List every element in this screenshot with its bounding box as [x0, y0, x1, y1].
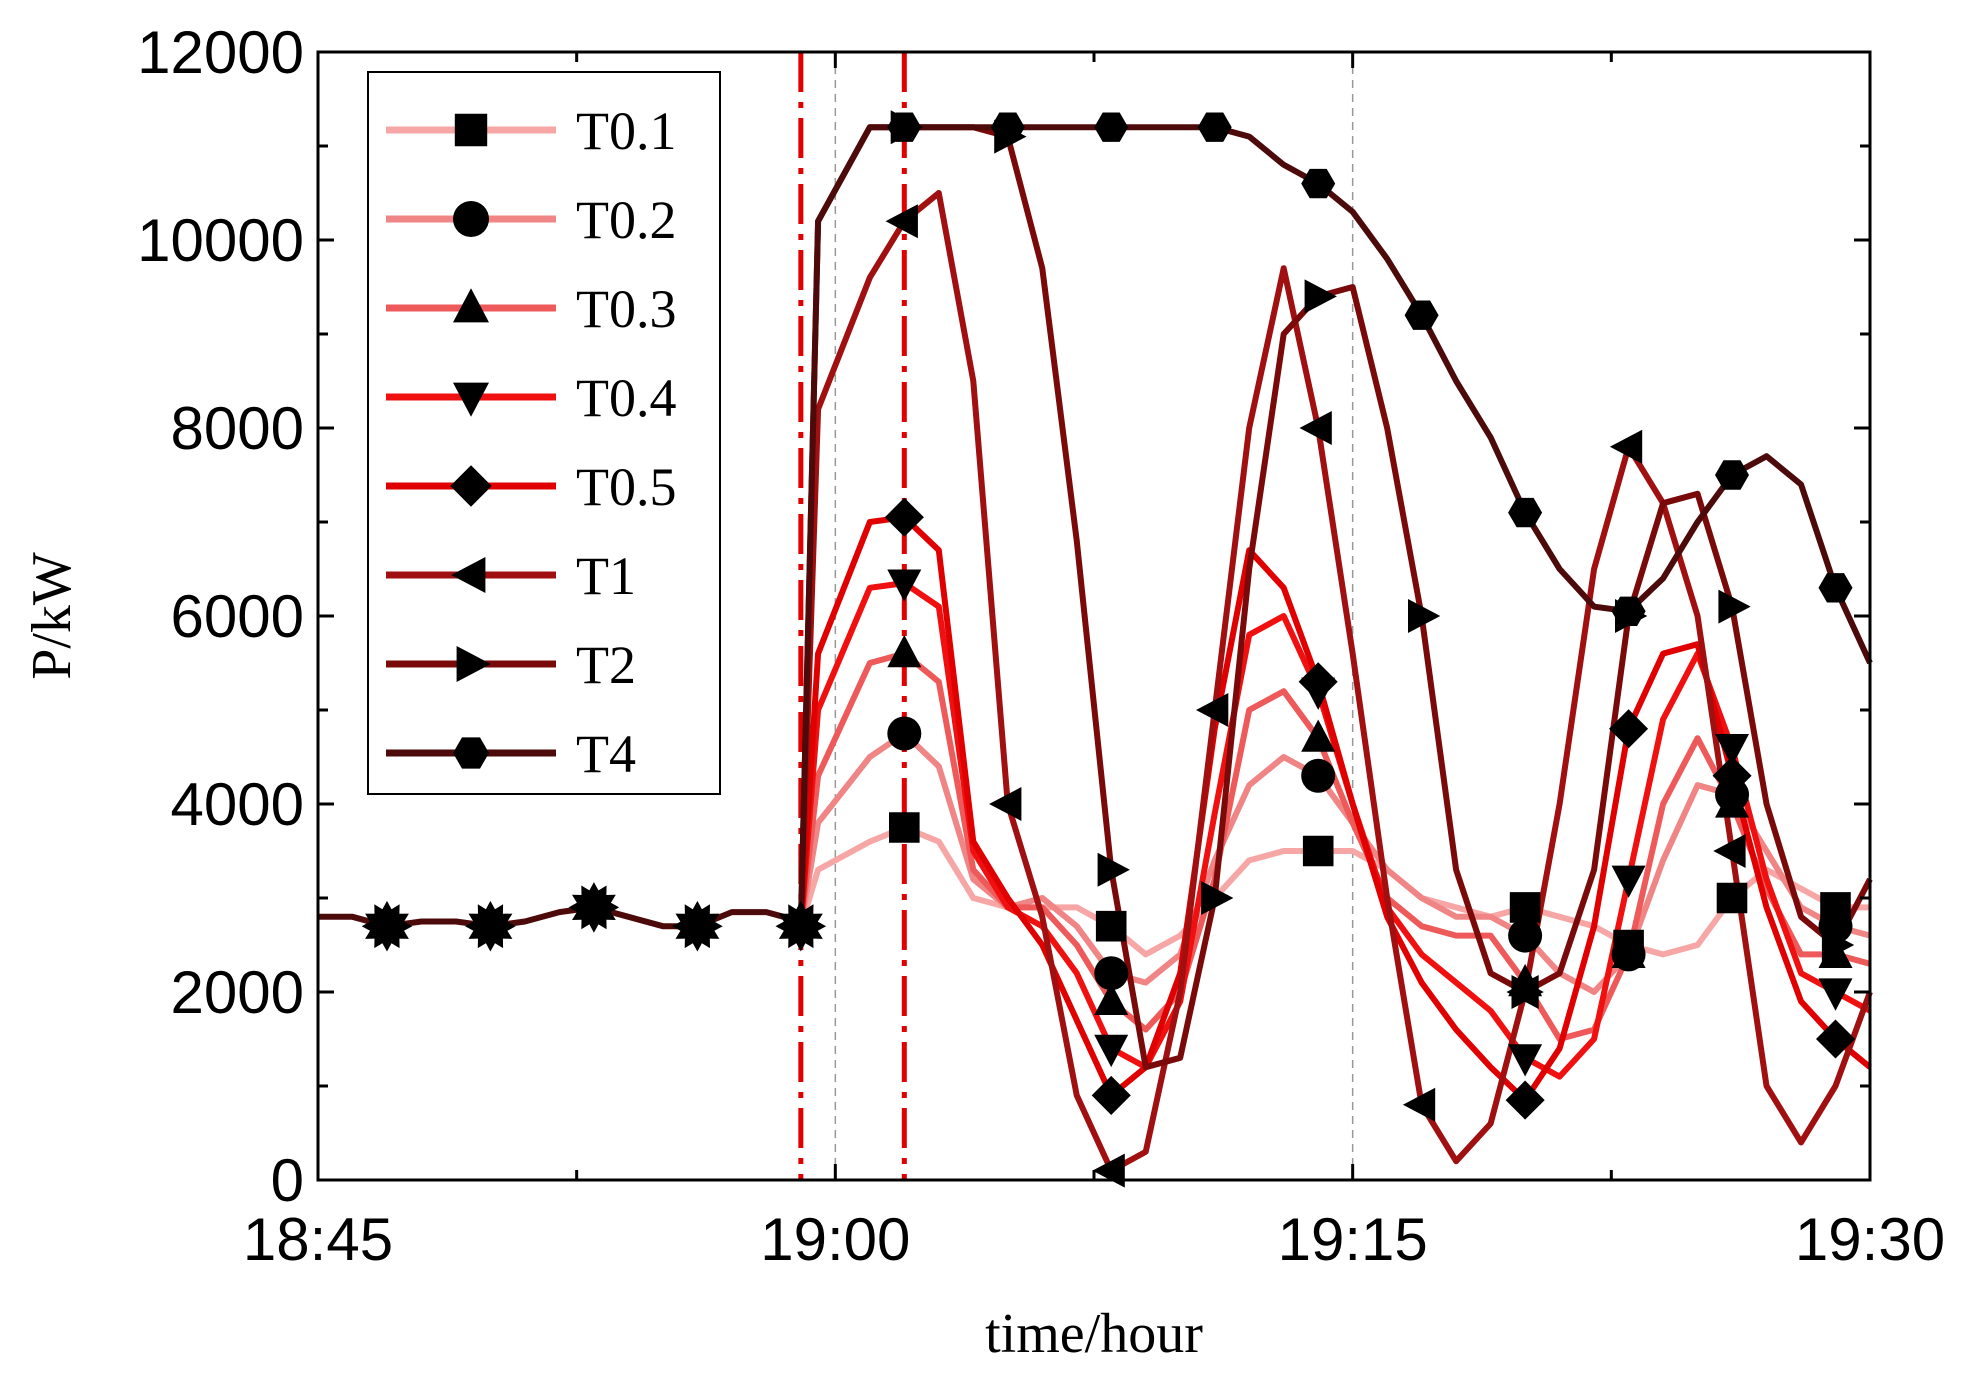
- y-tick-label: 4000: [171, 771, 304, 838]
- marker-T0.5: [884, 497, 924, 537]
- marker-T0.4: [1818, 978, 1853, 1011]
- x-axis-title: time/hour: [985, 1303, 1203, 1365]
- y-tick-label: 6000: [171, 583, 304, 650]
- marker-T1: [885, 204, 918, 239]
- marker-T0.2: [1508, 918, 1543, 953]
- legend-marker-T0.3: [453, 288, 489, 323]
- marker-T0.1: [1302, 835, 1334, 867]
- legend-label-T4: T4: [576, 724, 636, 784]
- axis-ticks: [316, 50, 1872, 1182]
- y-tick-label: 2000: [171, 959, 304, 1026]
- marker-T0.3: [1301, 719, 1336, 752]
- marker-T0.1: [1095, 910, 1127, 942]
- legend-label-T0.3: T0.3: [576, 279, 677, 339]
- marker-T2: [1097, 852, 1130, 887]
- legend-marker-T2: [456, 646, 491, 682]
- baseline-marker: [568, 882, 620, 933]
- baseline-marker: [465, 900, 516, 952]
- marker-T0.1: [1716, 882, 1748, 914]
- marker-T2: [1201, 881, 1234, 915]
- legend: T0.1 T0.2 T0.3 T0.4 T0.5 T1 T2 T4: [367, 71, 721, 795]
- tick-labels: 18:45 19:00 19:15 19:30 0 2000 4000 6000 8000 100…: [137, 19, 1945, 1273]
- series-line-T4: [797, 124, 1873, 927]
- marker-T0.2: [1094, 956, 1129, 991]
- series-lines: [318, 124, 1873, 1174]
- marker-T0.3: [1094, 982, 1129, 1015]
- y-axis-title: P/kW: [21, 552, 83, 680]
- marker-T0.4: [1611, 865, 1646, 898]
- legend-label-T0.5: T0.5: [576, 457, 677, 517]
- marker-T1: [1402, 1087, 1436, 1122]
- y-tick-label: 10000: [137, 207, 304, 274]
- marker-T2: [1304, 279, 1337, 314]
- marker-T0.5: [1505, 1080, 1545, 1120]
- x-tick-label: 19:00: [760, 1206, 910, 1273]
- marker-T2: [1408, 599, 1441, 633]
- vertical-markers: [798, 52, 907, 1180]
- legend-label-T2: T2: [576, 635, 636, 695]
- marker-T2: [1821, 928, 1855, 962]
- marker-T2: [1511, 975, 1544, 1009]
- marker-T0.4: [1508, 1044, 1543, 1077]
- baseline-marker: [672, 900, 723, 952]
- marker-T1: [1196, 693, 1229, 727]
- marker-T1: [1713, 834, 1746, 868]
- x-tick-label: 19:30: [1795, 1206, 1945, 1273]
- marker-T0.4: [1715, 734, 1749, 767]
- x-tick-label: 18:45: [243, 1206, 393, 1273]
- marker-T4: [1611, 596, 1646, 626]
- legend-marker-T0.2: [453, 201, 489, 237]
- legend-label-T0.4: T0.4: [576, 368, 677, 428]
- marker-T4: [1404, 300, 1439, 330]
- marker-T0.2: [887, 716, 922, 751]
- series-line-T0.1: [797, 824, 1870, 958]
- legend-label-T0.1: T0.1: [576, 101, 677, 161]
- marker-T4: [1818, 573, 1853, 603]
- legend-marker-T0.1: [454, 113, 488, 147]
- marker-T4: [1197, 112, 1232, 142]
- legend-marker-T0.5: [450, 465, 492, 507]
- marker-T0.5: [1609, 709, 1649, 749]
- marker-T4: [1508, 497, 1543, 528]
- series-line-T0.5: [797, 514, 1872, 1104]
- series-line-T0.2: [797, 730, 1871, 995]
- marker-T0.1: [1509, 892, 1541, 923]
- marker-T4: [990, 112, 1025, 142]
- marker-T2: [1718, 589, 1751, 624]
- marker-T0.5: [1091, 1075, 1131, 1115]
- legend-marker-T1: [451, 557, 486, 593]
- legend-box: [367, 71, 721, 795]
- marker-T1: [989, 787, 1022, 821]
- marker-T0.3: [1611, 935, 1646, 968]
- marker-T1: [1609, 429, 1643, 464]
- marker-T0.5: [1298, 662, 1338, 702]
- legend-label-T0.2: T0.2: [576, 190, 677, 250]
- marker-T4: [887, 112, 922, 142]
- legend-marker-T0.4: [453, 382, 489, 417]
- marker-T0.3: [887, 634, 922, 668]
- marker-T1: [1299, 411, 1332, 445]
- legend-marker-T4: [453, 737, 489, 769]
- y-tick-label: 0: [271, 1147, 304, 1214]
- marker-T0.1: [889, 812, 920, 843]
- marker-T0.2: [1301, 758, 1336, 793]
- y-tick-label: 12000: [137, 19, 304, 86]
- series-line-T0.3: [797, 650, 1871, 1042]
- y-tick-label: 8000: [171, 395, 304, 462]
- series-markers: [361, 110, 1856, 1188]
- marker-T0.5: [1816, 1019, 1856, 1059]
- marker-T0.5: [1712, 756, 1752, 796]
- marker-T4: [1301, 168, 1336, 199]
- marker-T0.4: [1094, 1034, 1129, 1068]
- series-line-T1: [797, 190, 1873, 1174]
- marker-T0.3: [1715, 785, 1749, 818]
- marker-T4: [1094, 112, 1129, 142]
- baseline-marker: [361, 900, 413, 952]
- baseline-marker: [775, 900, 827, 952]
- x-tick-label: 19:15: [1278, 1206, 1428, 1273]
- marker-T4: [1715, 460, 1749, 490]
- legend-label-T1: T1: [576, 546, 636, 606]
- marker-T0.4: [887, 569, 922, 602]
